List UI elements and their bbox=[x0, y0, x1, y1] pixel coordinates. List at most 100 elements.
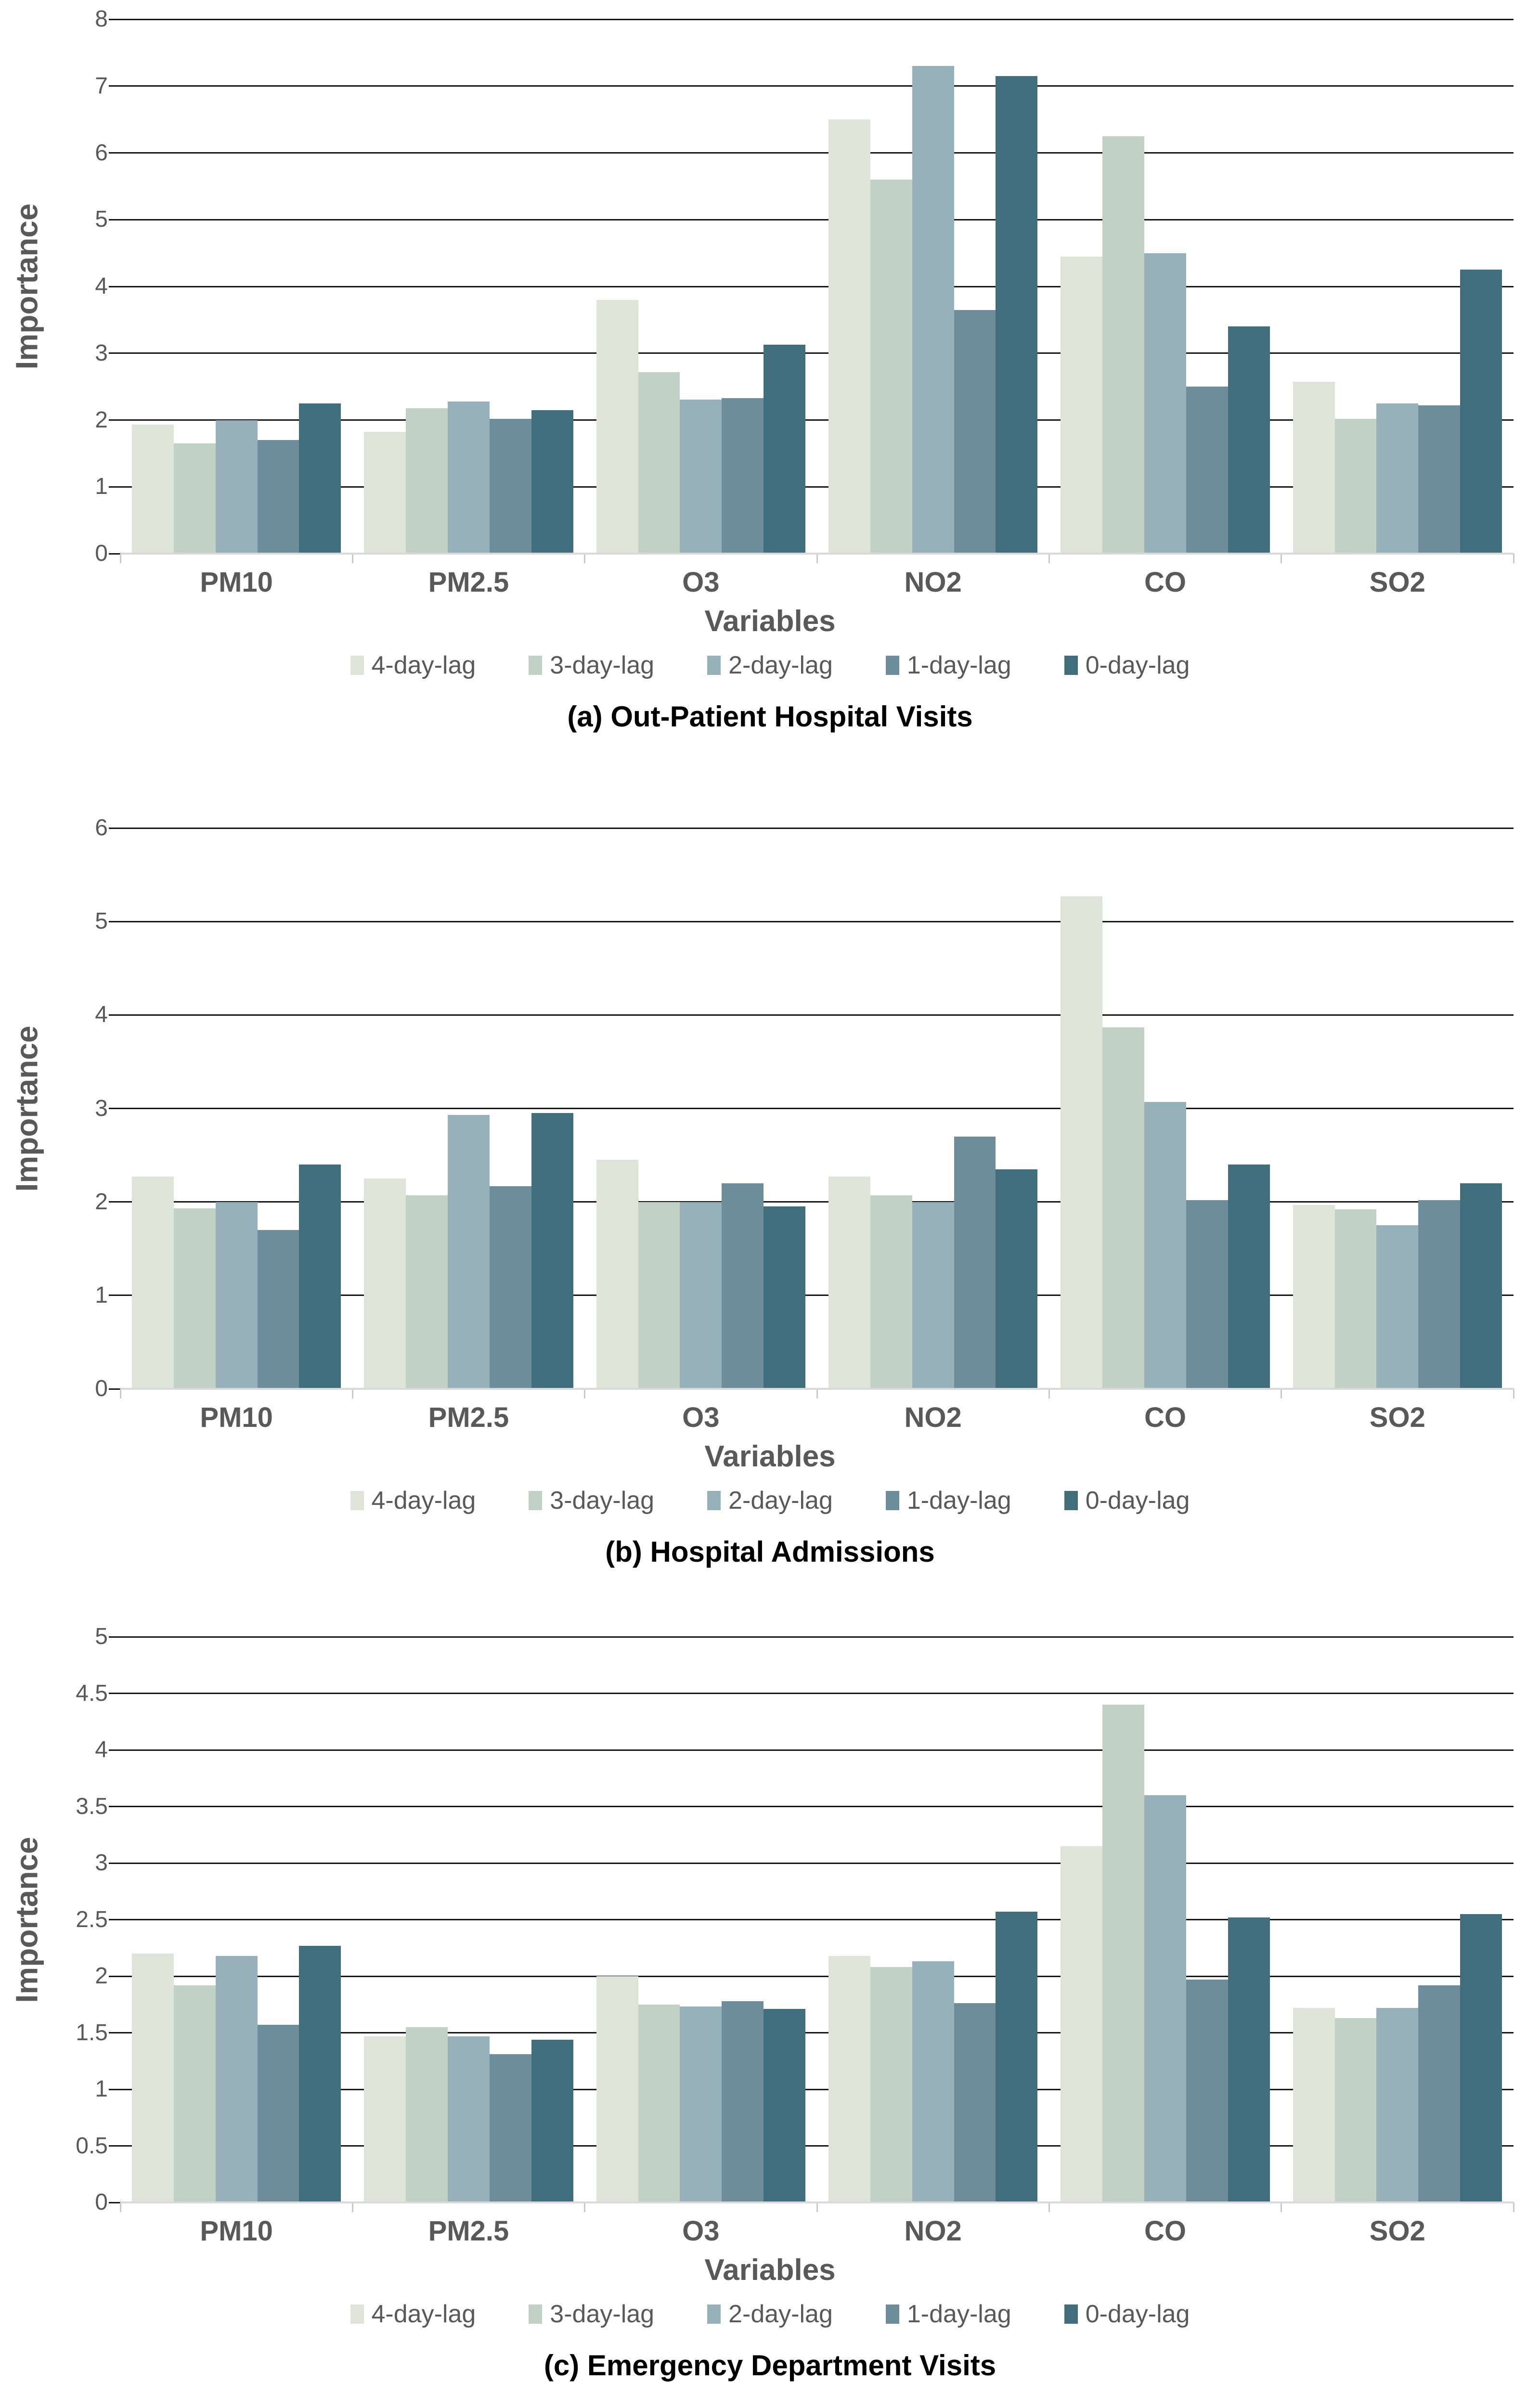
plot-row: Importance 0 1 2 3 4 5 6 bbox=[0, 741, 1540, 1400]
bar bbox=[215, 420, 258, 554]
y-tick-mark bbox=[109, 1806, 120, 1807]
x-tick-mark bbox=[119, 554, 121, 563]
bar-group bbox=[817, 19, 1049, 554]
bar bbox=[531, 410, 573, 554]
gridline bbox=[120, 1975, 1514, 1977]
y-tick-mark bbox=[109, 486, 120, 488]
bar bbox=[531, 2039, 573, 2202]
bar bbox=[406, 408, 448, 554]
y-tick-mark bbox=[109, 1919, 120, 1920]
legend-swatch bbox=[529, 2304, 543, 2324]
y-tick-label: 5 bbox=[95, 1624, 108, 1649]
bar bbox=[680, 399, 722, 554]
bar bbox=[1293, 2007, 1335, 2202]
bar bbox=[996, 1912, 1038, 2202]
y-tick-mark bbox=[109, 827, 120, 829]
y-tick-label: 1 bbox=[95, 1282, 108, 1308]
legend-swatch bbox=[529, 1491, 543, 1510]
x-tick-mark bbox=[351, 554, 353, 563]
y-tick-label: 1 bbox=[95, 2076, 108, 2102]
legend-item: 1-day-lag bbox=[885, 2300, 1011, 2329]
category-label: PM2.5 bbox=[428, 1402, 509, 1433]
gridline bbox=[120, 85, 1514, 87]
y-tick-mark bbox=[109, 285, 120, 287]
legend-label: 3-day-lag bbox=[550, 1487, 655, 1515]
bar bbox=[215, 1202, 258, 1389]
plot-row: Importance 0 0.5 1 1.5 2 2.5 3 3.5 4 4.5 5 bbox=[0, 1560, 1540, 2214]
x-tick-mark bbox=[1281, 554, 1282, 563]
legend-item: 2-day-lag bbox=[707, 651, 833, 680]
y-axis-ticks: 0 1 2 3 4 5 6 7 8 bbox=[53, 8, 120, 565]
bar bbox=[299, 1165, 341, 1389]
y-tick-label: 2 bbox=[95, 407, 108, 433]
bar bbox=[1460, 1914, 1502, 2202]
bar-group bbox=[817, 828, 1049, 1389]
bar bbox=[1376, 403, 1419, 554]
legend-swatch bbox=[1064, 1491, 1078, 1510]
y-tick-mark bbox=[109, 419, 120, 421]
y-tick-label: 6 bbox=[95, 140, 108, 166]
bar bbox=[954, 310, 996, 554]
bar bbox=[132, 1954, 174, 2202]
bar bbox=[828, 1955, 870, 2202]
y-tick-label: 0.5 bbox=[76, 2133, 108, 2159]
bar bbox=[257, 1230, 299, 1389]
legend-item: 4-day-lag bbox=[350, 651, 476, 680]
bar-group bbox=[817, 1637, 1049, 2202]
gridline bbox=[120, 1693, 1514, 1694]
chart-caption: (c) Emergency Department Visits bbox=[544, 2349, 996, 2382]
bar bbox=[828, 119, 870, 554]
bar bbox=[1460, 1183, 1502, 1389]
legend-swatch bbox=[885, 1491, 899, 1510]
y-tick-label: 1.5 bbox=[76, 2020, 108, 2045]
legend-item: 2-day-lag bbox=[707, 1486, 833, 1515]
x-axis-title: Variables bbox=[704, 2253, 836, 2287]
bar bbox=[1418, 405, 1461, 554]
legend-swatch bbox=[707, 656, 721, 675]
bar bbox=[1334, 1209, 1377, 1389]
legend-swatch bbox=[885, 656, 899, 675]
category-label: PM10 bbox=[200, 1402, 273, 1433]
legend-label: 3-day-lag bbox=[550, 651, 655, 679]
plot-row: Importance 0 1 2 3 4 5 6 7 8 bbox=[0, 0, 1540, 565]
bar bbox=[364, 1178, 406, 1389]
bar bbox=[870, 1967, 912, 2202]
legend-label: 0-day-lag bbox=[1085, 1487, 1190, 1515]
category-labels: PM10 PM2.5 O3 NO2 CO SO2 bbox=[120, 2215, 1514, 2247]
bar bbox=[870, 1195, 912, 1389]
bar bbox=[1186, 1200, 1228, 1389]
y-tick-label: 3.5 bbox=[76, 1793, 108, 1819]
y-tick-mark bbox=[109, 1975, 120, 1977]
legend-label: 4-day-lag bbox=[371, 651, 476, 679]
bar bbox=[489, 1186, 531, 1389]
bar bbox=[764, 344, 805, 554]
category-label: SO2 bbox=[1369, 2215, 1425, 2247]
bar bbox=[299, 1945, 341, 2202]
bar bbox=[996, 76, 1038, 554]
bar bbox=[215, 1955, 258, 2202]
legend-label: 0-day-lag bbox=[1085, 2300, 1190, 2328]
x-tick-mark bbox=[1513, 2202, 1514, 2212]
x-tick-mark bbox=[351, 2202, 353, 2212]
category-label: CO bbox=[1144, 2215, 1186, 2247]
legend-label: 1-day-lag bbox=[906, 1487, 1011, 1515]
bar bbox=[132, 1177, 174, 1389]
gridline bbox=[120, 352, 1514, 354]
bar bbox=[680, 2007, 722, 2202]
gridline bbox=[120, 1919, 1514, 1920]
bar bbox=[722, 2001, 764, 2202]
legend: 4-day-lag 3-day-lag 2-day-lag 1-day-lag 0-da… bbox=[0, 651, 1540, 680]
bar bbox=[406, 2027, 448, 2202]
legend-label: 1-day-lag bbox=[906, 2300, 1011, 2328]
bar bbox=[1460, 270, 1502, 554]
gridline bbox=[120, 486, 1514, 488]
category-label: O3 bbox=[682, 1402, 720, 1433]
gridline bbox=[120, 2032, 1514, 2033]
bar bbox=[1228, 326, 1270, 554]
legend-item: 4-day-lag bbox=[350, 2300, 476, 2329]
bar bbox=[596, 299, 638, 554]
gridline bbox=[120, 2145, 1514, 2147]
legend-item: 2-day-lag bbox=[707, 2300, 833, 2329]
legend-swatch bbox=[707, 1491, 721, 1510]
